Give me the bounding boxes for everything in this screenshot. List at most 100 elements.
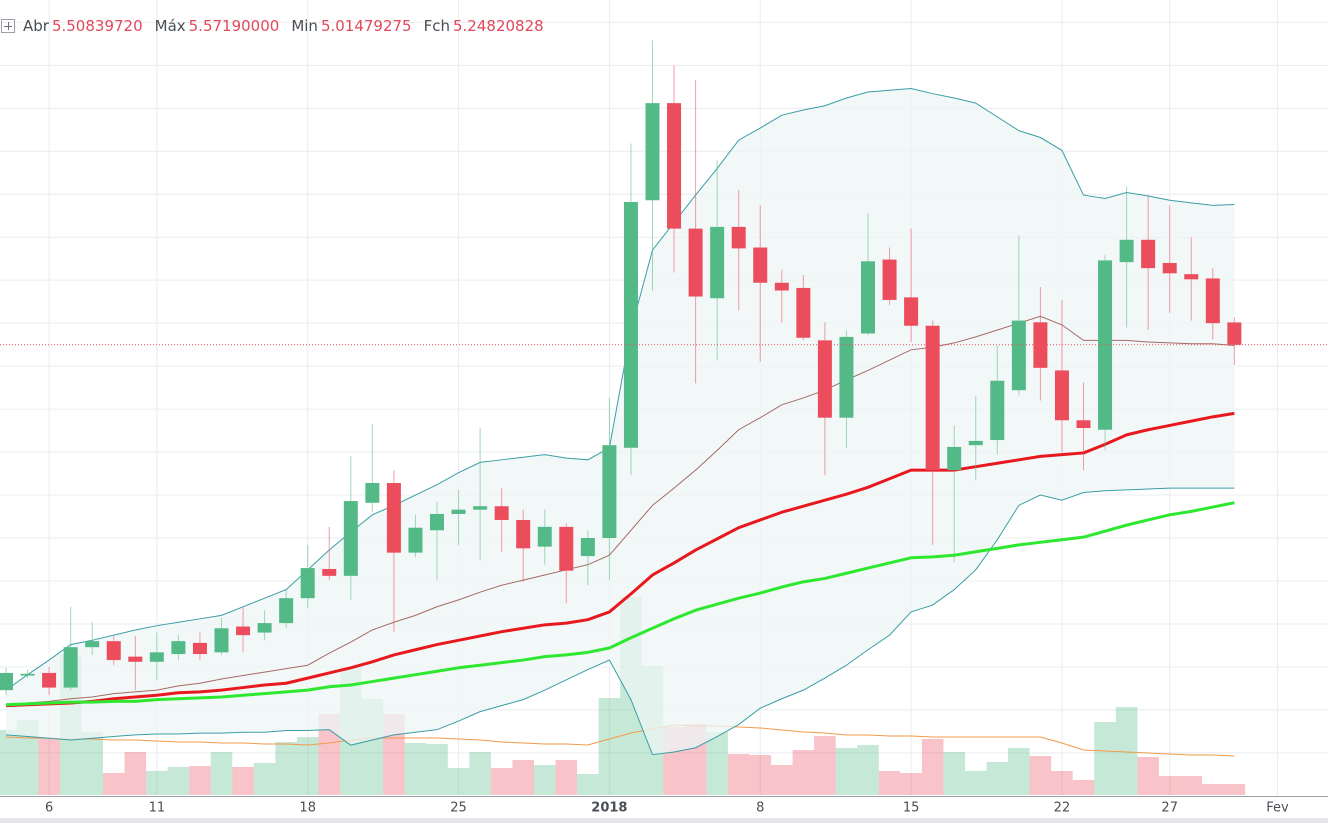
volume-bar <box>512 760 534 795</box>
legend-value: 5.01479275 <box>320 17 412 35</box>
volume-bar <box>1158 776 1181 795</box>
candle-body <box>731 226 746 249</box>
volume-bar <box>598 698 621 795</box>
candle-body <box>128 656 143 662</box>
volume-bar <box>706 732 728 795</box>
candle-body <box>214 628 229 653</box>
volume-bar <box>749 755 772 795</box>
volume-bar <box>318 714 341 795</box>
x-tick-label: 6 <box>45 801 53 816</box>
volume-average-line <box>5 724 1235 757</box>
volume-bar <box>727 754 750 795</box>
candle-body <box>753 247 768 283</box>
candle-body <box>947 446 962 471</box>
volume-bar <box>1223 784 1246 795</box>
candle-body <box>968 440 983 446</box>
x-tick-label: 8 <box>756 801 764 816</box>
x-tick-label: 11 <box>149 801 166 816</box>
volume-bar <box>81 732 103 795</box>
candle-body <box>602 445 617 539</box>
candle-body <box>149 652 164 662</box>
candle-body <box>257 623 272 633</box>
candle-body <box>688 228 703 297</box>
volume-bar <box>102 773 125 795</box>
candle-body <box>279 598 294 624</box>
volume-bar <box>857 745 879 795</box>
candle-body <box>1033 322 1048 368</box>
candle-body <box>537 526 552 547</box>
candle-body <box>85 641 100 648</box>
candle-body <box>451 509 466 514</box>
volume-bar <box>1137 757 1159 795</box>
volume-bar <box>189 766 211 795</box>
candle-body <box>817 340 832 418</box>
candle-body <box>343 501 358 576</box>
candle-body <box>904 297 919 326</box>
volume-bar <box>253 763 276 795</box>
volume-bar <box>1094 722 1116 795</box>
candle-body <box>1162 262 1177 274</box>
candle-body <box>322 568 337 576</box>
candle-body <box>882 259 897 300</box>
candle-body <box>1119 239 1134 263</box>
candle-body <box>1184 274 1199 280</box>
volume-bar <box>555 760 578 795</box>
band-upper-line <box>5 88 1235 691</box>
candle-body <box>1227 322 1242 345</box>
candle-body <box>386 483 401 553</box>
candle-body <box>1141 239 1156 269</box>
bottom-edge <box>0 818 1328 823</box>
volume-bar <box>0 730 17 795</box>
candle-body <box>106 641 121 661</box>
volume-bar <box>533 765 556 795</box>
candle-body <box>1098 260 1113 430</box>
volume-bar <box>296 737 319 795</box>
volume-bar <box>1029 756 1052 795</box>
candle-body <box>42 672 57 688</box>
legend-value: 5.24820828 <box>453 17 544 35</box>
candle-body <box>473 506 488 510</box>
candle-body <box>494 506 509 520</box>
volume-bar <box>490 768 513 795</box>
volume-bar <box>232 767 254 795</box>
candle-body <box>645 103 660 201</box>
expand-icon[interactable] <box>1 19 15 33</box>
candle-body <box>667 103 682 229</box>
volume-bar <box>771 765 793 795</box>
candle-body <box>192 642 207 655</box>
candle-body <box>1011 320 1026 391</box>
volume-bar <box>900 773 922 795</box>
volume-bar <box>964 771 987 795</box>
candle-body <box>623 201 638 448</box>
candle-body <box>1205 278 1220 324</box>
x-tick-label: 27 <box>1161 801 1178 816</box>
candle-body <box>1054 370 1069 421</box>
volume-bar <box>878 771 901 795</box>
volume-bar <box>921 739 944 795</box>
candle-body <box>559 526 574 571</box>
candle-body <box>236 626 251 636</box>
volume-bar <box>1115 707 1138 795</box>
volume-bar <box>792 750 815 795</box>
ohlc-legend: Abr 5.50839720 Máx 5.57190000 Min 5.0147927… <box>0 16 556 36</box>
candle-body <box>171 641 186 655</box>
volume-bar <box>146 771 168 795</box>
x-tick-label: Fev <box>1266 801 1289 816</box>
candle-body <box>839 336 854 418</box>
volume-bar <box>1072 780 1095 795</box>
candle-body <box>861 261 875 334</box>
band-basis-line <box>5 315 1235 706</box>
candle-body <box>580 538 595 557</box>
candle-body <box>1076 420 1091 429</box>
volume-bar <box>986 762 1009 795</box>
candle-body <box>408 527 423 553</box>
legend-value: 5.50839720 <box>51 17 143 35</box>
candle-body <box>300 568 315 599</box>
legend-key: Fch <box>423 17 450 35</box>
moving-average-line <box>5 411 1235 708</box>
x-tick-label: 15 <box>903 801 920 816</box>
x-tick-label: 22 <box>1054 801 1071 816</box>
volume-bar <box>1180 776 1203 795</box>
